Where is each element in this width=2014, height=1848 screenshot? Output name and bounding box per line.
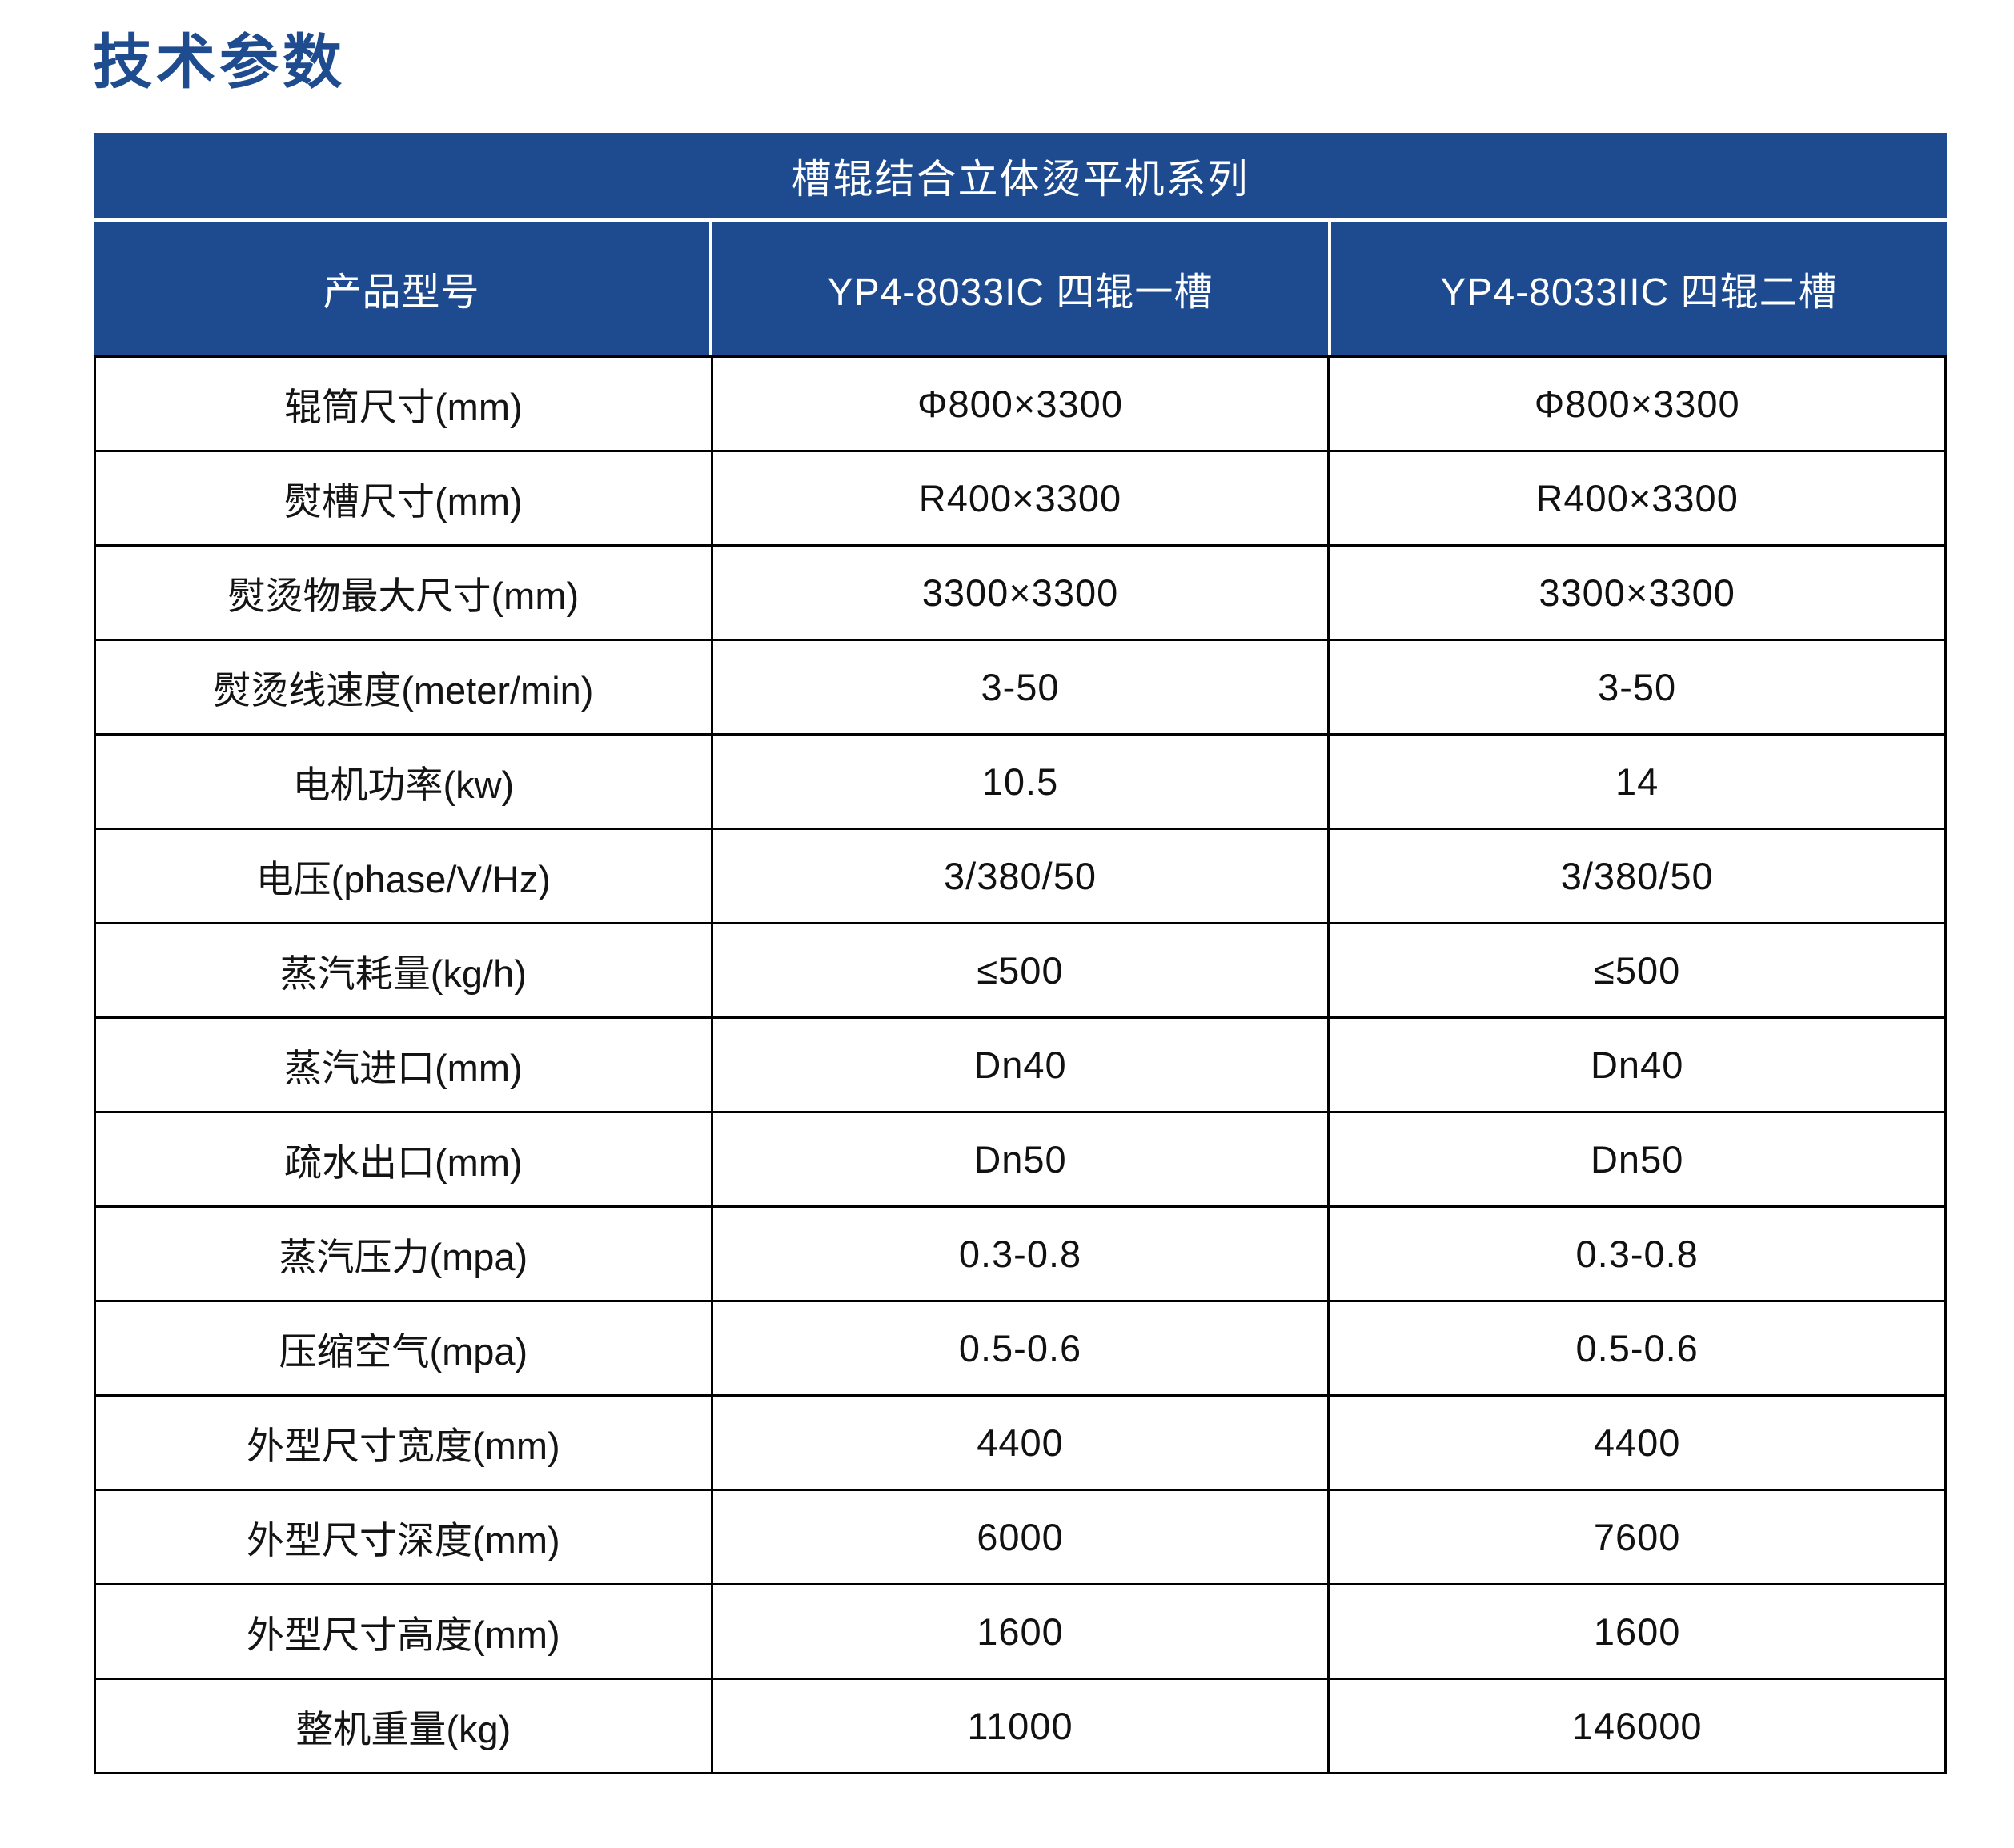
spec-value-cell-model1: 0.5-0.6 bbox=[712, 1302, 1328, 1394]
spec-value-cell-model2: 14 bbox=[1330, 736, 1944, 828]
spec-value-cell-model1: Dn40 bbox=[712, 1019, 1328, 1111]
spec-value-cell-model1: 11000 bbox=[712, 1680, 1328, 1772]
spec-value-cell-model1: 3-50 bbox=[712, 641, 1328, 733]
spec-value-cell-model2: 3300×3300 bbox=[1330, 547, 1944, 639]
spec-value-cell-model2: Dn40 bbox=[1330, 1019, 1944, 1111]
spec-label-cell: 整机重量(kg) bbox=[96, 1680, 711, 1772]
spec-value-cell-model2: R400×3300 bbox=[1330, 452, 1944, 544]
spec-value-cell-model1: 3/380/50 bbox=[712, 830, 1328, 922]
spec-label-cell: 蒸汽压力(mpa) bbox=[96, 1208, 711, 1300]
spec-value-cell-model1: 6000 bbox=[712, 1491, 1328, 1583]
spec-value-cell-model1: 0.3-0.8 bbox=[712, 1208, 1328, 1300]
spec-value-cell-model2: 1600 bbox=[1330, 1585, 1944, 1678]
spec-label-cell: 蒸汽进口(mm) bbox=[96, 1019, 711, 1111]
spec-value-cell-model1: Dn50 bbox=[712, 1113, 1328, 1205]
column-header-product-model: 产品型号 bbox=[94, 222, 709, 355]
spec-value-cell-model2: 4400 bbox=[1330, 1397, 1944, 1489]
table-series-header-row: 槽辊结合立体烫平机系列 bbox=[94, 133, 1947, 218]
spec-label-cell: 压缩空气(mpa) bbox=[96, 1302, 711, 1394]
spec-value-cell-model1: Φ800×3300 bbox=[712, 358, 1328, 450]
spec-value-cell-model2: 7600 bbox=[1330, 1491, 1944, 1583]
spec-value-cell-model2: 3-50 bbox=[1330, 641, 1944, 733]
spec-label-cell: 电压(phase/V/Hz) bbox=[96, 830, 711, 922]
spec-label-cell: 熨烫线速度(meter/min) bbox=[96, 641, 711, 733]
spec-label-cell: 电机功率(kw) bbox=[96, 736, 711, 828]
page-title: 技术参数 bbox=[93, 29, 346, 95]
spec-value-cell-model1: 3300×3300 bbox=[712, 547, 1328, 639]
spec-label-cell: 外型尺寸宽度(mm) bbox=[96, 1397, 711, 1489]
spec-label-cell: 外型尺寸高度(mm) bbox=[96, 1585, 711, 1678]
column-header-model-yp4-8033ic: YP4-8033IC 四辊一槽 bbox=[712, 222, 1328, 355]
spec-value-cell-model1: 10.5 bbox=[712, 736, 1328, 828]
spec-label-cell: 熨烫物最大尺寸(mm) bbox=[96, 547, 711, 639]
table-column-header-row: 产品型号 YP4-8033IC 四辊一槽 YP4-8033IIC 四辊二槽 bbox=[94, 222, 1947, 355]
spec-value-cell-model2: ≤500 bbox=[1330, 924, 1944, 1016]
spec-value-cell-model2: 146000 bbox=[1330, 1680, 1944, 1772]
spec-label-cell: 蒸汽耗量(kg/h) bbox=[96, 924, 711, 1016]
spec-label-cell: 辊筒尺寸(mm) bbox=[96, 358, 711, 450]
spec-label-cell: 疏水出口(mm) bbox=[96, 1113, 711, 1205]
spec-table: 槽辊结合立体烫平机系列 产品型号 YP4-8033IC 四辊一槽 YP4-803… bbox=[94, 133, 1947, 1774]
spec-value-cell-model1: 1600 bbox=[712, 1585, 1328, 1678]
spec-table-body: 辊筒尺寸(mm) Φ800×3300 Φ800×3300 熨槽尺寸(mm) R4… bbox=[94, 355, 1947, 1774]
spec-value-cell-model2: 0.3-0.8 bbox=[1330, 1208, 1944, 1300]
spec-label-cell: 熨槽尺寸(mm) bbox=[96, 452, 711, 544]
series-header-label: 槽辊结合立体烫平机系列 bbox=[791, 156, 1250, 202]
spec-value-cell-model2: 0.5-0.6 bbox=[1330, 1302, 1944, 1394]
column-header-model-yp4-8033iic: YP4-8033IIC 四辊二槽 bbox=[1331, 222, 1947, 355]
spec-value-cell-model1: 4400 bbox=[712, 1397, 1328, 1489]
spec-label-cell: 外型尺寸深度(mm) bbox=[96, 1491, 711, 1583]
spec-value-cell-model1: ≤500 bbox=[712, 924, 1328, 1016]
spec-value-cell-model2: Φ800×3300 bbox=[1330, 358, 1944, 450]
spec-value-cell-model2: 3/380/50 bbox=[1330, 830, 1944, 922]
spec-value-cell-model2: Dn50 bbox=[1330, 1113, 1944, 1205]
spec-value-cell-model1: R400×3300 bbox=[712, 452, 1328, 544]
